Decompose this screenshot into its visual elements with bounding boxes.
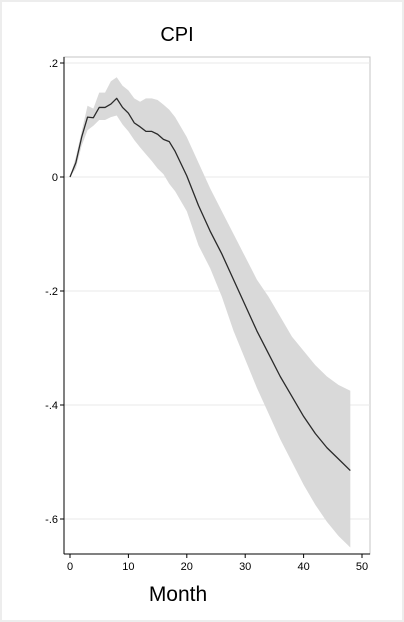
- x-tick-label: 20: [181, 561, 193, 573]
- x-tick-label: 40: [297, 561, 309, 573]
- gridlines: [64, 62, 370, 520]
- series-line: [69, 97, 351, 472]
- x-axis-title: Month: [149, 583, 207, 606]
- y-tick-label: .2: [49, 58, 58, 70]
- x-tick-label: 0: [67, 561, 73, 573]
- confidence-band-layer: [70, 77, 351, 548]
- axes: .2 0 -.2 -.4 -.6 0 10 20 30 40 50: [45, 57, 370, 573]
- y-tick-label: 0: [52, 172, 58, 184]
- chart-title: CPI: [160, 24, 193, 46]
- x-tick-label: 10: [122, 561, 134, 573]
- x-tick-label: 30: [239, 561, 251, 573]
- x-tick-label: 50: [356, 561, 368, 573]
- series-line-layer: [69, 97, 351, 472]
- y-tick-label: -.6: [45, 514, 58, 526]
- y-tick-label: -.4: [45, 400, 58, 412]
- confidence-band: [70, 77, 351, 548]
- y-tick-label: -.2: [45, 286, 58, 298]
